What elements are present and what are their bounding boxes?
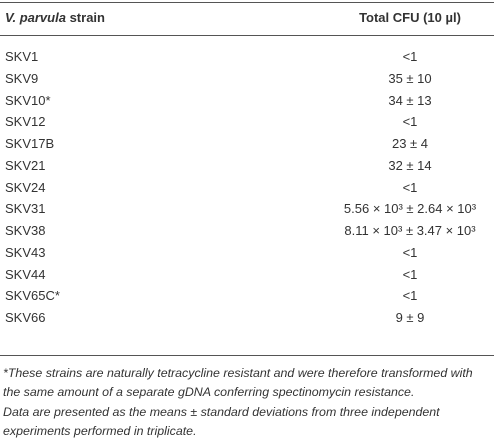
strain-cell: SKV31	[5, 201, 46, 217]
strain-cell: SKV9	[5, 70, 39, 86]
strain-cell: SKV66	[5, 310, 46, 325]
cfu-cell: <1	[402, 288, 418, 304]
strain-cell: SKV21	[5, 157, 46, 173]
cfu-cell: 32 ± 14	[388, 157, 432, 173]
strain-cell: SKV17B	[5, 136, 55, 151]
header-strain: V. parvula strain	[5, 10, 105, 26]
strain-cell: SKV65C*	[5, 288, 60, 304]
strain-cell: SKV44	[5, 266, 46, 282]
cfu-cell: 9 ± 9	[395, 310, 425, 325]
footnotes: *These strains are naturally tetracyclin…	[3, 364, 493, 441]
bottom-rule	[0, 355, 494, 356]
cfu-cell: 8.11 × 10³ ± 3.47 × 10³	[344, 223, 476, 238]
strain-cell: SKV12	[5, 114, 46, 130]
cfu-cell: <1	[402, 179, 418, 195]
strain-cell: SKV24	[5, 179, 46, 195]
cfu-cell: 34 ± 13	[388, 92, 432, 108]
strain-cell: SKV1	[5, 49, 39, 64]
footnote: *These strains are naturally tetracyclin…	[3, 366, 473, 400]
top-rule	[0, 2, 494, 3]
cfu-cell: <1	[402, 49, 418, 64]
strain-cell: SKV10*	[5, 92, 51, 108]
footnote: Data are presented as the means ± standa…	[3, 404, 440, 438]
cfu-cell: <1	[402, 266, 418, 282]
header-word: strain	[69, 10, 105, 25]
cfu-cell: 35 ± 10	[388, 70, 432, 86]
species: V. parvula	[5, 10, 66, 25]
cfu-cell: <1	[402, 114, 418, 130]
header-rule	[0, 35, 494, 36]
header-cfu: Total CFU (10 µl)	[359, 10, 461, 25]
strain-cell: SKV38	[5, 223, 46, 238]
strain-cell: SKV43	[5, 244, 46, 260]
cfu-cell: 23 ± 4	[391, 136, 429, 151]
cfu-cell: <1	[402, 244, 418, 260]
cfu-cell: 5.56 × 10³ ± 2.64 × 10³	[343, 201, 477, 217]
